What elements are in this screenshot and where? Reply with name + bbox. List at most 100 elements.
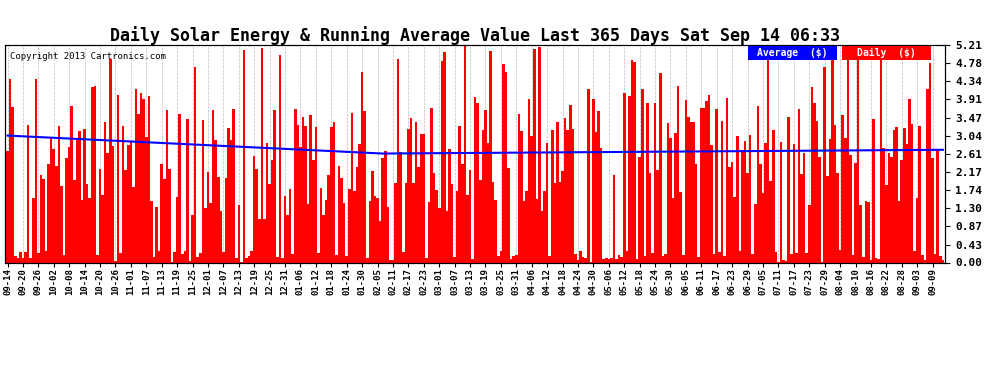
Bar — [553, 183, 556, 262]
Bar — [65, 158, 68, 262]
Bar — [679, 192, 682, 262]
Bar — [641, 89, 644, 262]
Bar — [263, 219, 265, 262]
Bar — [11, 107, 14, 262]
Bar — [610, 258, 613, 262]
Bar — [785, 261, 787, 262]
Bar — [9, 80, 11, 262]
Bar — [859, 206, 862, 262]
Bar — [246, 258, 248, 262]
Bar — [692, 122, 695, 262]
Bar — [402, 252, 405, 262]
Bar — [756, 106, 759, 262]
Bar — [220, 211, 222, 262]
Bar — [165, 110, 168, 262]
Bar — [299, 147, 302, 262]
Bar — [107, 153, 109, 262]
Bar — [548, 255, 551, 262]
Bar — [281, 258, 284, 262]
Bar — [122, 126, 125, 262]
Bar — [99, 169, 101, 262]
Bar — [150, 201, 152, 262]
Bar — [35, 80, 37, 262]
Bar — [45, 251, 48, 262]
Bar — [238, 206, 240, 262]
Bar — [615, 259, 618, 262]
Bar — [597, 111, 600, 262]
Bar — [803, 153, 806, 262]
Bar — [212, 110, 215, 262]
Bar — [215, 140, 217, 262]
Bar — [86, 184, 88, 262]
Bar — [885, 185, 888, 262]
Bar — [877, 259, 880, 262]
Bar — [474, 97, 476, 262]
Bar — [790, 254, 793, 262]
Bar — [276, 257, 278, 262]
Bar — [898, 201, 901, 262]
Bar — [315, 127, 317, 262]
Bar — [448, 148, 450, 262]
Bar — [78, 131, 81, 262]
Bar — [528, 99, 531, 262]
Bar — [541, 211, 544, 262]
Bar — [420, 134, 423, 262]
Bar — [890, 157, 893, 262]
Bar — [932, 158, 934, 262]
Bar — [43, 179, 45, 262]
Bar — [545, 143, 548, 262]
Bar — [941, 260, 944, 262]
Bar — [425, 258, 428, 262]
Bar — [19, 252, 22, 262]
Bar — [217, 177, 220, 262]
Bar — [723, 256, 726, 262]
Bar — [648, 173, 651, 262]
Bar — [127, 145, 130, 262]
Bar — [921, 255, 924, 262]
Bar — [194, 66, 196, 262]
Bar — [685, 100, 687, 262]
Bar — [798, 108, 800, 262]
Bar — [518, 114, 520, 262]
Bar — [927, 88, 929, 262]
Bar — [132, 187, 135, 262]
Bar — [754, 204, 756, 262]
Bar — [677, 86, 679, 262]
Bar — [793, 144, 795, 262]
Bar — [690, 122, 692, 262]
Bar — [888, 153, 890, 262]
Bar — [924, 260, 927, 262]
Bar — [73, 180, 75, 262]
Bar — [816, 121, 819, 262]
Bar — [96, 255, 99, 262]
Bar — [109, 59, 112, 262]
Bar — [574, 254, 577, 262]
Bar — [646, 103, 648, 262]
Bar — [371, 171, 373, 262]
Bar — [17, 258, 19, 262]
Bar — [52, 148, 55, 262]
Bar — [510, 259, 513, 262]
Bar — [636, 259, 639, 262]
Bar — [837, 172, 839, 262]
Bar — [389, 260, 392, 262]
Bar — [189, 261, 191, 262]
Bar — [651, 253, 653, 262]
Bar — [163, 179, 165, 262]
Bar — [767, 46, 769, 262]
Bar — [531, 136, 533, 262]
Bar — [333, 122, 336, 262]
Bar — [880, 46, 882, 262]
Bar — [117, 95, 120, 262]
Bar — [497, 256, 500, 262]
Bar — [431, 108, 433, 262]
Bar — [934, 254, 937, 262]
Bar — [348, 189, 350, 262]
Bar — [533, 50, 536, 262]
Bar — [502, 64, 505, 262]
Bar — [228, 128, 230, 262]
Bar — [703, 108, 705, 262]
Bar — [721, 121, 723, 262]
Bar — [708, 95, 710, 262]
Bar — [268, 184, 271, 262]
